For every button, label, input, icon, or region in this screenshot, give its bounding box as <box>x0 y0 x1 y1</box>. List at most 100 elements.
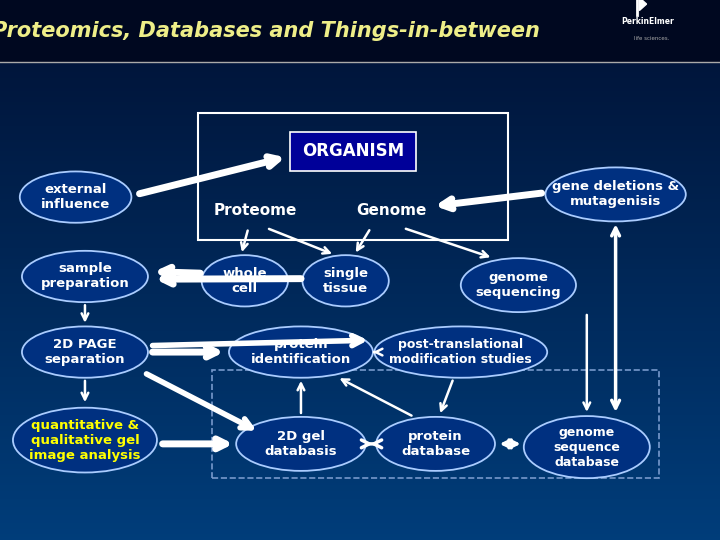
Bar <box>0 459 720 462</box>
Bar <box>0 305 720 308</box>
Bar <box>0 65 720 68</box>
Bar <box>0 73 720 76</box>
Bar <box>0 340 720 343</box>
Bar <box>0 238 720 240</box>
Bar <box>0 418 720 421</box>
Bar <box>0 127 720 130</box>
Bar <box>0 265 720 267</box>
Bar <box>0 448 720 451</box>
Text: Genome: Genome <box>356 203 426 218</box>
Bar <box>0 437 720 440</box>
Bar <box>0 394 720 397</box>
Bar <box>0 140 720 143</box>
Ellipse shape <box>229 326 373 378</box>
Bar <box>0 281 720 284</box>
Bar <box>0 416 720 418</box>
Bar <box>0 40 720 43</box>
Bar <box>0 529 720 532</box>
Bar <box>0 135 720 138</box>
Text: external
influence: external influence <box>41 183 110 211</box>
Bar <box>0 378 720 381</box>
Text: Proteomics, Databases and Things-in-between: Proteomics, Databases and Things-in-betw… <box>0 21 540 41</box>
Bar <box>0 329 720 332</box>
Ellipse shape <box>13 408 157 472</box>
Bar <box>0 275 720 278</box>
Bar <box>0 248 720 251</box>
Bar <box>0 78 720 81</box>
Bar <box>0 97 720 100</box>
Bar <box>0 162 720 165</box>
Bar <box>0 200 720 202</box>
Bar <box>0 308 720 310</box>
Bar <box>0 489 720 491</box>
Bar <box>0 192 720 194</box>
Bar <box>0 138 720 140</box>
Bar <box>0 443 720 445</box>
Bar <box>0 51 720 54</box>
Bar <box>0 332 720 335</box>
Bar <box>0 470 720 472</box>
Text: quantitative &
qualitative gel
image analysis: quantitative & qualitative gel image ana… <box>30 418 140 462</box>
Ellipse shape <box>523 416 649 478</box>
Text: 2D PAGE
separation: 2D PAGE separation <box>45 338 125 366</box>
Bar <box>0 386 720 389</box>
Bar <box>0 92 720 94</box>
Bar <box>0 8 720 11</box>
Bar <box>0 497 720 500</box>
Bar <box>0 351 720 354</box>
Bar <box>0 267 720 270</box>
Bar <box>0 491 720 494</box>
Bar <box>0 494 720 497</box>
Bar <box>0 108 720 111</box>
Bar <box>0 32 720 35</box>
Bar <box>0 189 720 192</box>
Bar <box>0 483 720 486</box>
Bar <box>0 310 720 313</box>
Bar <box>0 76 720 78</box>
Ellipse shape <box>461 258 576 312</box>
Bar <box>0 521 720 524</box>
Bar <box>0 94 720 97</box>
Bar <box>0 537 720 540</box>
Bar <box>0 119 720 122</box>
Bar <box>0 46 720 49</box>
Bar <box>0 130 720 132</box>
Bar <box>0 421 720 424</box>
Bar <box>0 278 720 281</box>
Bar <box>0 478 720 481</box>
Ellipse shape <box>236 417 366 471</box>
Bar <box>0 359 720 362</box>
Bar <box>0 14 720 16</box>
Bar <box>0 256 720 259</box>
Bar <box>0 11 720 14</box>
Bar <box>0 68 720 70</box>
Bar <box>0 435 720 437</box>
Bar <box>0 356 720 359</box>
Bar <box>0 456 720 459</box>
Bar <box>0 165 720 167</box>
Bar <box>0 367 720 370</box>
Bar <box>0 270 720 273</box>
Bar <box>0 532 720 535</box>
Bar <box>0 524 720 526</box>
Bar <box>0 251 720 254</box>
Bar <box>0 89 720 92</box>
Bar <box>0 224 720 227</box>
Bar <box>0 213 720 216</box>
Bar <box>0 35 720 38</box>
Bar <box>0 429 720 432</box>
Bar <box>0 30 720 32</box>
Bar <box>0 535 720 537</box>
Bar <box>0 116 720 119</box>
Text: whole
cell: whole cell <box>222 267 267 295</box>
Bar <box>0 3 720 5</box>
Text: life sciences.: life sciences. <box>634 36 670 40</box>
Bar <box>0 186 720 189</box>
Bar <box>0 205 720 208</box>
Bar <box>0 381 720 383</box>
Bar <box>0 375 720 378</box>
Bar <box>0 22 720 24</box>
Text: gene deletions &
mutagenisis: gene deletions & mutagenisis <box>552 180 679 208</box>
Bar <box>0 354 720 356</box>
Bar <box>0 5 720 8</box>
